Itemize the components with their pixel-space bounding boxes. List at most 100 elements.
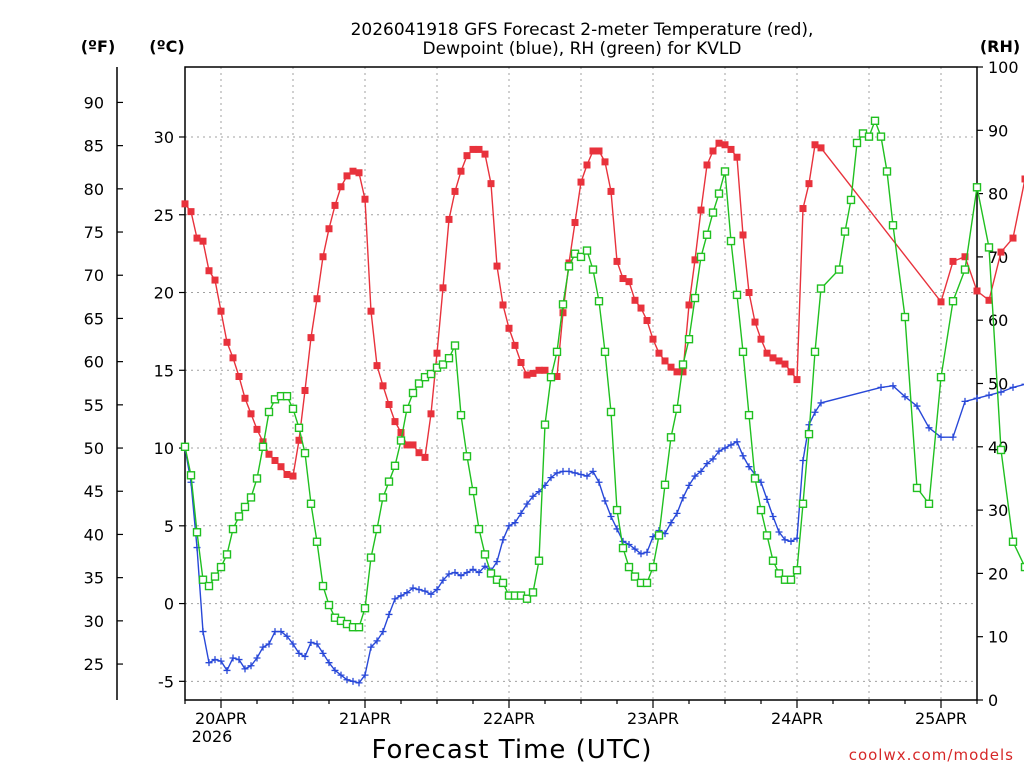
dewpoint-point <box>493 558 501 566</box>
rh-point <box>552 347 562 357</box>
temperature-point <box>211 276 219 284</box>
temperature-point <box>367 307 375 315</box>
dewpoint-point <box>463 568 471 576</box>
rh-point <box>312 537 322 546</box>
temperature-point <box>721 141 729 149</box>
fahrenheit-tick-label: 55 <box>84 396 104 415</box>
dewpoint-point <box>679 494 687 502</box>
dewpoint-point <box>565 467 573 475</box>
rh-point <box>210 572 220 581</box>
rh-point <box>390 461 400 470</box>
rh-point <box>672 404 682 414</box>
rh-point <box>192 528 202 537</box>
rh-point <box>810 347 820 357</box>
rh-point <box>624 562 634 572</box>
dewpoint-point <box>421 587 429 595</box>
rh-point <box>708 208 718 217</box>
temperature-point <box>493 262 501 270</box>
x-axis-title: Forecast Time (UTC) <box>371 735 652 765</box>
rh-line <box>184 118 1024 628</box>
temperature-point <box>745 289 753 297</box>
fahrenheit-tick-label: 60 <box>84 353 104 372</box>
rh-point <box>216 562 226 572</box>
temperature-point <box>781 360 789 368</box>
dewpoint-point <box>217 657 225 665</box>
rh-point <box>690 293 700 303</box>
rh-point <box>864 132 874 141</box>
dewpoint-point <box>481 562 489 570</box>
dewpoint-point <box>769 512 777 520</box>
chart-title-line1: 2026041918 GFS Forecast 2-meter Temperat… <box>351 20 814 40</box>
temperature-point <box>799 205 807 213</box>
rh-point <box>870 116 880 126</box>
rh-point <box>582 246 592 255</box>
rh-point <box>204 581 214 591</box>
dewpoint-point <box>451 568 459 576</box>
year-label: 2026 <box>192 727 233 746</box>
temperature-point <box>241 394 249 402</box>
temperature-point <box>973 287 981 295</box>
rh-point <box>468 486 478 496</box>
celsius-tick-label: 15 <box>154 361 174 380</box>
temperature-point <box>445 215 453 223</box>
temperature-point <box>739 231 747 239</box>
celsius-tick-label: 0 <box>164 595 174 614</box>
dewpoint-point <box>199 628 207 636</box>
temperature-point <box>727 145 735 153</box>
fahrenheit-tick-label: 45 <box>84 482 104 501</box>
temperature-point <box>529 369 537 377</box>
rh-point <box>294 423 304 433</box>
rh-point <box>936 372 946 382</box>
temperature-point <box>637 304 645 312</box>
temperature-point <box>1009 234 1017 242</box>
fahrenheit-tick-label: 40 <box>84 525 104 544</box>
rh-tick-label: 30 <box>988 501 1008 520</box>
temperature-point <box>289 472 297 480</box>
rh-point <box>366 553 376 562</box>
dewpoint-point <box>589 467 597 475</box>
temperature-point <box>229 354 237 362</box>
temperature-point <box>457 167 465 175</box>
rh-point <box>834 265 844 274</box>
temperature-point <box>235 373 243 381</box>
temperature-point <box>277 463 285 471</box>
celsius-tick-label: 30 <box>154 128 174 147</box>
rh-point <box>702 230 712 239</box>
dewpoint-point <box>397 592 405 600</box>
temperature-point <box>805 180 813 188</box>
fahrenheit-tick-label: 30 <box>84 612 104 631</box>
rh-point <box>804 429 814 439</box>
dewpoint-point <box>583 472 591 480</box>
rh-point <box>762 531 772 540</box>
temperature-point <box>949 257 957 265</box>
rh-point <box>984 243 994 252</box>
rh-point <box>498 578 508 588</box>
dewpoint-point <box>427 590 435 598</box>
dewpoint-point <box>685 481 693 489</box>
dewpoint-point <box>697 467 705 475</box>
dewpoint-point <box>631 545 639 553</box>
dewpoint-point <box>235 656 243 664</box>
rh-point <box>960 265 970 274</box>
temperature-point <box>403 441 411 449</box>
dewpoint-point <box>379 628 387 636</box>
dewpoint-point <box>877 383 885 391</box>
rh-point <box>888 221 898 230</box>
rh-point <box>546 372 556 382</box>
dewpoint-point <box>973 394 981 402</box>
temperature-point <box>703 161 711 169</box>
rh-point <box>426 369 436 379</box>
dewpoint-point <box>961 397 969 405</box>
dewpoint-point <box>811 408 819 416</box>
dewpoint-point <box>937 433 945 441</box>
rh-point <box>318 581 328 591</box>
rh-tick-label: 0 <box>988 691 998 710</box>
fahrenheit-tick-label: 50 <box>84 439 104 458</box>
temperature-point <box>379 382 387 390</box>
dewpoint-point <box>1009 383 1017 391</box>
dewpoint-point <box>349 677 357 685</box>
rh-point <box>408 388 418 398</box>
temperature-point <box>553 373 561 381</box>
axis-ticks: -5 0 5 10 15 20 25 30 25 30 35 40 45 50 55 60 65 70 75 80 85… <box>84 58 1019 728</box>
